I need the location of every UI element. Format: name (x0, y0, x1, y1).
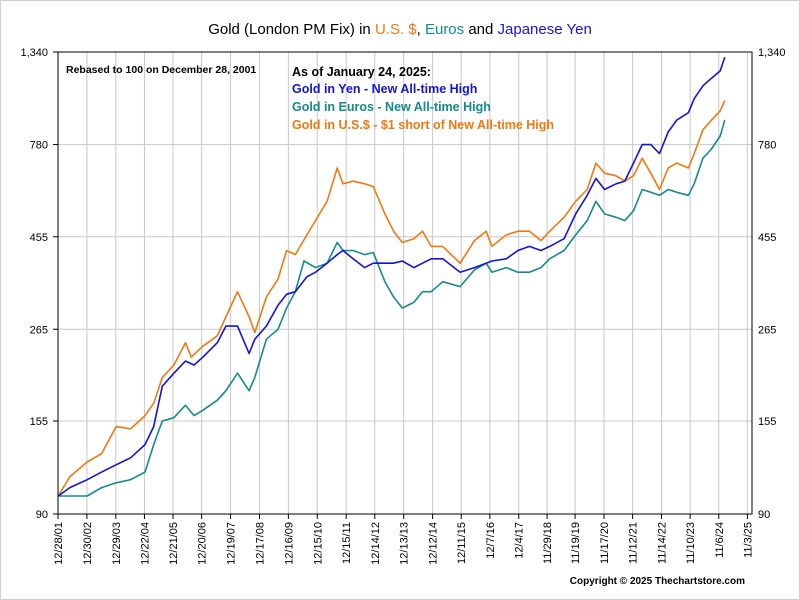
axes: 90 90 155 155 265 265 455 455 780 780 1,340 1,340 12… (20, 47, 785, 565)
x-tick-label: 12/12/14 (428, 522, 440, 565)
y-tick-label-right: 455 (758, 232, 776, 244)
rebase-note: Rebased to 100 on December 28, 2001 (66, 64, 256, 76)
y-tick-label-right: 90 (758, 509, 770, 521)
y-tick-label-left: 155 (30, 416, 48, 428)
title-sep: , (417, 21, 425, 38)
y-tick-label-left: 265 (30, 324, 48, 336)
title-eur: Euros (425, 21, 464, 38)
plot-area (57, 51, 753, 515)
title-jpy: Japanese Yen (498, 21, 592, 38)
annotation-line: Gold in U.S.$ - $1 short of New All-time… (292, 118, 554, 132)
x-tick-label: 11/19/19 (570, 522, 582, 564)
y-tick-label-right: 1,340 (758, 47, 786, 59)
x-tick-label: 12/13/13 (399, 522, 411, 565)
x-tick-label: 12/15/10 (312, 522, 324, 565)
x-tick-label: 12/15/11 (341, 522, 353, 564)
title-usd: U.S. $ (375, 21, 417, 38)
x-tick-label: 12/17/08 (254, 522, 266, 565)
grid (57, 52, 752, 514)
series-line-gold-in-euros (58, 119, 726, 497)
x-tick-label: 11/3/25 (742, 522, 754, 558)
annotation-line: Gold in Euros - New All-time High (292, 100, 491, 114)
y-tick-label-right: 265 (758, 324, 776, 336)
x-tick-label: 11/14/22 (657, 522, 669, 564)
y-tick-label-right: 780 (758, 140, 776, 152)
series-line-gold-in-yen (57, 56, 726, 497)
x-tick-label: 12/14/12 (370, 522, 382, 565)
title-and: and (464, 21, 497, 38)
annotation-lines: Gold in Yen - New All-time High Gold in E… (292, 82, 554, 132)
chart-title: Gold (London PM Fix) in U.S. $, Euros an… (208, 21, 592, 38)
annotation-header: As of January 24, 2025: (292, 65, 431, 79)
x-tick-label: 11/6/24 (714, 522, 726, 558)
x-tick-label: 12/19/07 (226, 522, 238, 565)
annotation-line: Gold in Yen - New All-time High (292, 82, 477, 96)
title-prefix: Gold (London PM Fix) in (208, 21, 375, 38)
x-tick-label: 12/29/03 (111, 522, 123, 565)
x-tick-label: 11/10/23 (685, 522, 697, 564)
y-tick-label-left: 455 (30, 232, 48, 244)
x-tick-label: 12/11/15 (456, 522, 468, 564)
x-tick-label: 11/17/20 (599, 522, 611, 564)
x-tick-label: 12/30/02 (82, 522, 94, 565)
x-tick-label: 12/21/05 (168, 522, 180, 565)
y-tick-label-left: 90 (36, 509, 48, 521)
y-tick-label-right: 155 (758, 416, 776, 428)
x-tick-label: 12/28/01 (53, 522, 65, 565)
x-tick-label: 11/29/18 (542, 522, 554, 564)
x-tick-label: 12/16/09 (283, 522, 295, 565)
y-tick-label-left: 780 (30, 140, 48, 152)
series-line-gold-in-u-s (57, 100, 726, 497)
x-tick-label: 12/4/17 (514, 522, 526, 559)
copyright: Copyright © 2025 Thechartstore.com (570, 576, 745, 587)
y-tick-label-left: 1,340 (20, 47, 48, 59)
x-tick-label: 12/20/06 (197, 522, 209, 565)
x-tick-label: 12/7/16 (485, 522, 497, 559)
series-group (57, 56, 726, 497)
x-tick-label: 11/12/21 (628, 522, 640, 564)
x-tick-label: 12/22/04 (139, 522, 151, 565)
